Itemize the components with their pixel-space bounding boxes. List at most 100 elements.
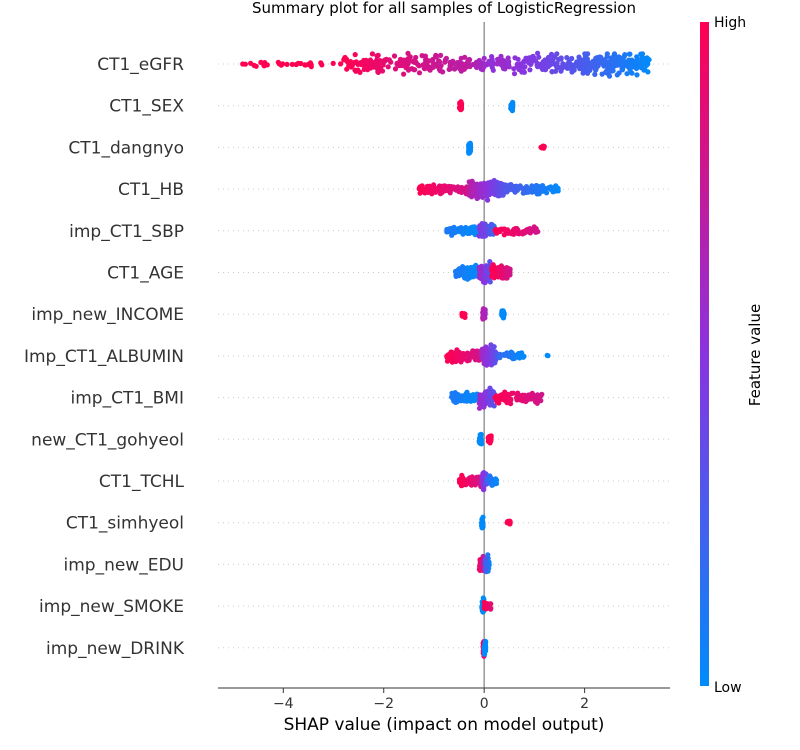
shap-point — [480, 478, 486, 484]
shap-point — [456, 354, 462, 360]
shap-point — [477, 185, 484, 191]
shap-point — [459, 267, 465, 274]
shap-point — [491, 270, 497, 276]
shap-point — [338, 61, 344, 67]
shap-point — [289, 61, 295, 67]
shap-point — [521, 69, 528, 75]
shap-point — [580, 65, 586, 71]
shap-point — [580, 70, 586, 76]
shap-point — [611, 63, 617, 69]
shap-point — [494, 399, 500, 405]
shap-point — [436, 67, 443, 73]
shap-point — [639, 51, 646, 57]
shap-point — [463, 270, 469, 276]
shap-point — [392, 66, 399, 72]
shap-point — [438, 52, 444, 59]
x-axis-ticks: −4 −2 0 2 — [273, 688, 589, 712]
shap-point — [549, 69, 555, 75]
shap-point — [452, 350, 458, 356]
shap-point — [471, 182, 478, 188]
shap-point — [352, 52, 358, 58]
shap-point — [503, 186, 509, 192]
shap-point — [596, 58, 602, 64]
shap-point — [515, 354, 521, 360]
shap-point — [371, 62, 377, 69]
shap-point — [472, 224, 478, 230]
shap-point — [504, 391, 511, 397]
colorbar-title: Feature value — [746, 304, 764, 406]
shap-point — [548, 51, 555, 58]
shap-point — [430, 60, 436, 67]
x-tick-label: 0 — [480, 696, 489, 712]
shap-point — [391, 53, 398, 59]
shap-point — [534, 190, 541, 196]
shap-point — [483, 393, 489, 399]
shap-point — [544, 352, 550, 358]
shap-point — [471, 264, 477, 270]
shap-point — [353, 68, 359, 74]
shap-point — [567, 64, 573, 70]
shap-point — [385, 64, 391, 70]
shap-point — [481, 312, 487, 319]
shap-point — [529, 183, 535, 189]
shap-point — [487, 440, 493, 446]
shap-point — [442, 59, 448, 65]
shap-point — [293, 61, 299, 68]
shap-point — [422, 53, 428, 59]
shap-point — [433, 189, 439, 195]
shap-point — [640, 57, 646, 63]
shap-point — [240, 61, 246, 67]
shap-point — [629, 70, 635, 76]
shap-point — [484, 350, 490, 356]
shap-point — [480, 64, 487, 70]
shap-point — [458, 99, 464, 105]
shap-point — [374, 57, 380, 63]
shap-point — [527, 67, 533, 73]
shap-point — [452, 390, 458, 396]
shap-point — [454, 399, 460, 405]
shap-point — [401, 71, 407, 77]
shap-point — [634, 72, 640, 78]
shap-point — [480, 306, 486, 312]
shap-point — [634, 54, 640, 60]
shap-point — [405, 50, 411, 57]
shap-point — [627, 51, 633, 57]
shap-point — [490, 67, 496, 73]
shap-point — [528, 60, 534, 66]
shap-point — [275, 59, 281, 65]
shap-point — [487, 385, 493, 391]
shap-point — [498, 189, 504, 195]
shap-point — [468, 185, 474, 192]
shap-point — [495, 265, 501, 271]
shap-point — [417, 184, 423, 190]
shap-point — [610, 68, 616, 74]
shap-point — [511, 66, 517, 72]
shap-point — [465, 392, 472, 398]
feature-label: imp_new_EDU — [64, 555, 185, 575]
shap-point — [448, 349, 454, 355]
shap-point — [459, 184, 465, 191]
feature-label: CT1_dangnyo — [68, 138, 184, 158]
shap-point — [477, 437, 483, 443]
shap-point — [367, 57, 373, 63]
shap-point — [501, 312, 507, 318]
feature-label: CT1_HB — [118, 180, 184, 200]
shap-point — [507, 186, 513, 192]
shap-point — [511, 227, 518, 233]
shap-point — [537, 61, 543, 68]
shap-point — [577, 61, 584, 67]
shap-point — [622, 52, 628, 58]
shap-point — [550, 56, 556, 63]
chart-title: Summary plot for all samples of Logistic… — [252, 0, 636, 17]
shap-point — [413, 54, 419, 61]
shap-point — [499, 266, 505, 272]
shap-point — [461, 66, 467, 72]
shap-point — [463, 477, 469, 483]
colorbar — [700, 22, 709, 686]
shap-point — [510, 390, 516, 396]
shap-point — [485, 190, 491, 196]
shap-point — [430, 64, 436, 70]
shap-point — [480, 226, 486, 232]
shap-point — [628, 64, 635, 70]
